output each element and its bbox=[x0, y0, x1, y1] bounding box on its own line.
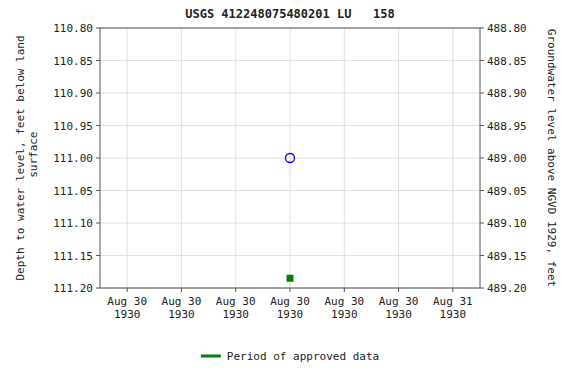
y-tick-label: 110.95 bbox=[53, 120, 93, 133]
data bbox=[286, 154, 295, 282]
x-grid-line bbox=[235, 28, 236, 288]
y-tick-label: 110.80 bbox=[53, 22, 93, 35]
y-tick bbox=[96, 28, 100, 29]
y-tick bbox=[96, 190, 100, 191]
x-grid-line bbox=[452, 28, 453, 288]
legend-swatch bbox=[201, 355, 221, 358]
legend-label: Period of approved data bbox=[227, 350, 379, 363]
x-tick bbox=[452, 288, 453, 292]
x-grid-line bbox=[398, 28, 399, 288]
x-tick bbox=[290, 288, 291, 292]
y2-tick bbox=[480, 93, 484, 94]
x-tick bbox=[181, 288, 182, 292]
y2-tick-label: 489.10 bbox=[487, 217, 527, 230]
y2-tick-label: 488.80 bbox=[487, 22, 527, 35]
y-tick-label: 111.20 bbox=[53, 282, 93, 295]
y2-tick bbox=[480, 158, 484, 159]
y-tick bbox=[96, 288, 100, 289]
point-square bbox=[287, 275, 294, 282]
y-tick-label: 111.10 bbox=[53, 217, 93, 230]
x-tick-label: Aug 301930 bbox=[379, 295, 419, 321]
title: USGS 412248075480201 LU 158 bbox=[185, 7, 395, 21]
y2-tick-label: 489.05 bbox=[487, 185, 527, 198]
x-grid-line bbox=[181, 28, 182, 288]
plot-frame bbox=[100, 28, 480, 288]
y-tick-label: 111.05 bbox=[53, 185, 93, 198]
x-tick bbox=[398, 288, 399, 292]
grid bbox=[100, 28, 480, 288]
y2-tick-label: 488.85 bbox=[487, 55, 527, 68]
x-tick-label: Aug 301930 bbox=[162, 295, 202, 321]
x-tick bbox=[344, 288, 345, 292]
y2-tick-label: 488.95 bbox=[487, 120, 527, 133]
y2-tick bbox=[480, 255, 484, 256]
y2-tick-label: 489.20 bbox=[487, 282, 527, 295]
y-tick-label: 111.00 bbox=[53, 152, 93, 165]
y-tick-label: 110.85 bbox=[53, 55, 93, 68]
x-tick-label: Aug 301930 bbox=[270, 295, 310, 321]
x-tick-label: Aug 311930 bbox=[433, 295, 473, 321]
y2-tick bbox=[480, 223, 484, 224]
y2-tick bbox=[480, 60, 484, 61]
y-tick bbox=[96, 255, 100, 256]
y-tick bbox=[96, 93, 100, 94]
y-tick bbox=[96, 125, 100, 126]
legend: Period of approved data bbox=[201, 350, 379, 363]
point-circle bbox=[286, 154, 295, 163]
x-tick-label: Aug 301930 bbox=[107, 295, 147, 321]
y-tick-label: 110.90 bbox=[53, 87, 93, 100]
y2-tick bbox=[480, 28, 484, 29]
y2-tick bbox=[480, 125, 484, 126]
y2-tick bbox=[480, 190, 484, 191]
y-tick bbox=[96, 60, 100, 61]
x-tick-label: Aug 301930 bbox=[324, 295, 364, 321]
y-tick bbox=[96, 223, 100, 224]
chart: 110.80 110.85 110.90 110.95 111.00 111.05 111.… bbox=[0, 0, 576, 384]
x-grid-line bbox=[290, 28, 291, 288]
x-tick bbox=[127, 288, 128, 292]
y2-axis-label: Groundwater level above NGVD 1929, feet bbox=[545, 29, 558, 287]
y-tick-label: 111.15 bbox=[53, 250, 93, 263]
y2-tick bbox=[480, 288, 484, 289]
x-grid-line bbox=[127, 28, 128, 288]
axes: 110.80 110.85 110.90 110.95 111.00 111.05 111.… bbox=[53, 22, 527, 321]
y2-tick-label: 489.00 bbox=[487, 152, 527, 165]
y2-tick-label: 489.15 bbox=[487, 250, 527, 263]
x-tick bbox=[235, 288, 236, 292]
y-tick bbox=[96, 158, 100, 159]
y2-tick-label: 488.90 bbox=[487, 87, 527, 100]
x-grid-line bbox=[344, 28, 345, 288]
y-axis-label: Depth to water level, feet below land su… bbox=[14, 35, 40, 280]
x-tick-label: Aug 301930 bbox=[216, 295, 256, 321]
